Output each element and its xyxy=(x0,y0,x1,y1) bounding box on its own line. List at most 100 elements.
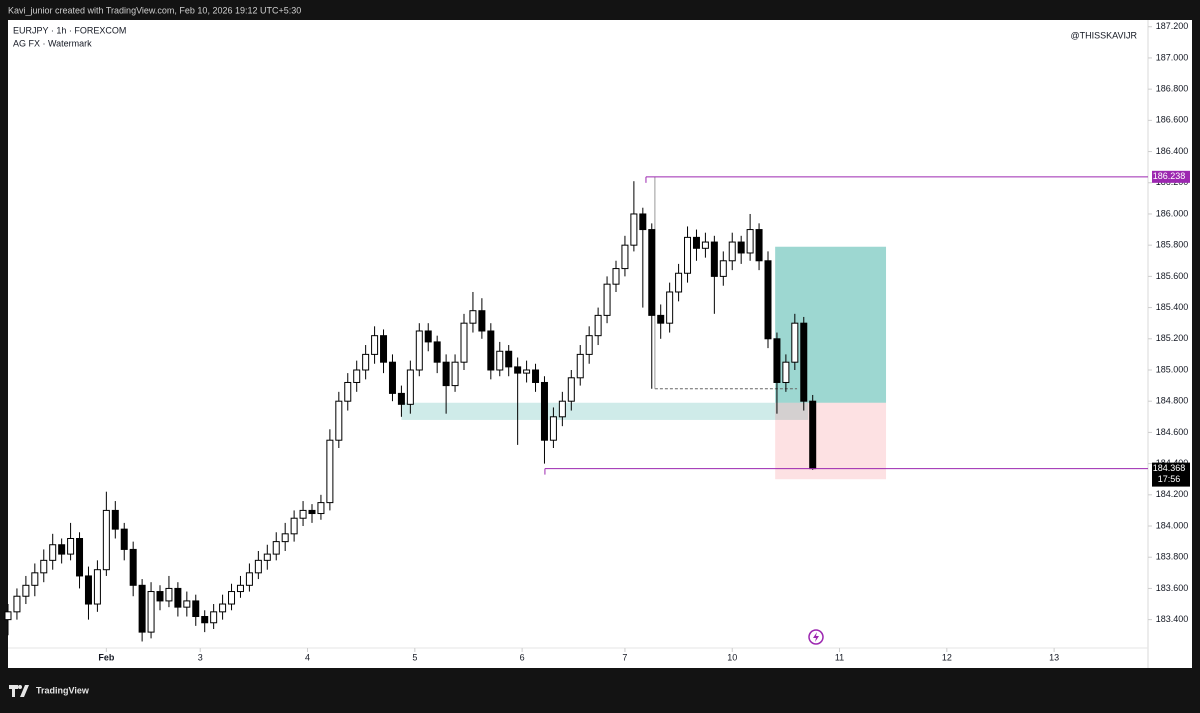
x-tick-label: 10 xyxy=(727,652,737,662)
candle-body xyxy=(362,353,370,371)
candle-body xyxy=(496,350,504,371)
y-tick-label: 185.200 xyxy=(1156,333,1189,343)
candle-body xyxy=(380,335,388,363)
x-tick-label: 12 xyxy=(942,652,952,662)
candle-body xyxy=(648,229,656,316)
candle-body xyxy=(424,330,432,343)
candle-body xyxy=(102,509,110,571)
candle-body xyxy=(67,537,75,555)
candle-body xyxy=(40,559,48,574)
y-tick-label: 183.600 xyxy=(1156,583,1189,593)
candle-body xyxy=(791,322,799,363)
x-tick-label: 3 xyxy=(198,652,203,662)
candle-body xyxy=(49,544,57,561)
price-label: 184.368 xyxy=(1153,463,1186,473)
alert-icon xyxy=(808,629,824,645)
candle-body xyxy=(523,369,531,374)
candle-body xyxy=(746,229,754,254)
y-tick-label: 183.400 xyxy=(1156,614,1189,624)
y-tick-label: 186.000 xyxy=(1156,208,1189,218)
candle-body xyxy=(692,236,700,249)
x-tick-label: 7 xyxy=(622,652,627,662)
x-tick-label: 6 xyxy=(520,652,525,662)
candle-body xyxy=(388,361,396,394)
chart-area xyxy=(8,20,1192,668)
candle-body xyxy=(371,335,379,355)
candle-body xyxy=(58,544,66,555)
watermark: @THISSKAVIJR xyxy=(1071,30,1138,40)
candle-body xyxy=(335,400,343,441)
y-tick-label: 184.600 xyxy=(1156,427,1189,437)
candle-body xyxy=(254,559,262,574)
candle-body xyxy=(603,283,611,316)
candle-body xyxy=(451,361,459,387)
candle-body xyxy=(809,400,817,470)
candle-body xyxy=(585,335,593,355)
candle-body xyxy=(782,361,790,383)
y-tick-label: 185.800 xyxy=(1156,240,1189,250)
candle-body xyxy=(228,591,236,605)
candle-body xyxy=(728,241,736,262)
y-tick-label: 186.800 xyxy=(1156,84,1189,94)
y-tick-label: 185.600 xyxy=(1156,271,1189,281)
candle-body xyxy=(567,377,575,402)
candle-body xyxy=(31,572,39,586)
candle-body xyxy=(487,330,495,371)
y-tick-label: 184.800 xyxy=(1156,396,1189,406)
candle-body xyxy=(129,548,137,586)
candle-body xyxy=(13,595,21,613)
candle-body xyxy=(317,502,325,515)
candle-body xyxy=(299,509,307,519)
candle-body xyxy=(263,553,271,561)
candle-body xyxy=(469,310,477,324)
x-tick-label: Feb xyxy=(98,652,115,662)
candle-body xyxy=(308,509,316,515)
candle-body xyxy=(433,341,441,363)
candle-body xyxy=(165,587,173,602)
y-tick-label: 184.000 xyxy=(1156,520,1189,530)
candle-body xyxy=(684,236,692,274)
candle-body xyxy=(737,241,745,254)
candle-body xyxy=(558,400,566,418)
candle-body xyxy=(701,241,709,249)
candle-body xyxy=(290,517,298,535)
y-tick-label: 184.200 xyxy=(1156,489,1189,499)
x-tick-label: 4 xyxy=(305,652,310,662)
zone xyxy=(401,402,809,420)
x-tick-label: 11 xyxy=(835,652,844,662)
candle-body xyxy=(773,338,781,383)
candle-body xyxy=(630,213,638,246)
candle-body xyxy=(415,330,423,371)
candle-body xyxy=(219,603,227,613)
zone xyxy=(775,402,887,480)
candle-body xyxy=(639,213,647,231)
candle-body xyxy=(210,611,218,624)
countdown: 17:56 xyxy=(1158,474,1181,484)
candle-body xyxy=(236,584,244,593)
candle-body xyxy=(800,322,808,402)
candle-body xyxy=(344,381,352,402)
candle-body xyxy=(76,537,84,577)
y-tick-label: 187.000 xyxy=(1156,52,1189,62)
candle-body xyxy=(138,584,146,633)
candle-body xyxy=(594,314,602,337)
price-label-box xyxy=(1152,462,1190,487)
price-label-box xyxy=(1152,170,1190,183)
candle-body xyxy=(22,584,30,597)
candle-body xyxy=(245,572,253,586)
x-tick-label: 13 xyxy=(1049,652,1059,662)
x-tick-label: 5 xyxy=(412,652,417,662)
candle-body xyxy=(666,291,674,324)
candle-body xyxy=(540,381,548,441)
candle-body xyxy=(4,611,12,621)
candle-body xyxy=(174,587,182,608)
candle-body xyxy=(675,272,683,293)
indicator-title: AG FX · Watermark xyxy=(13,38,92,48)
candle-body xyxy=(111,509,119,530)
y-tick-label: 185.000 xyxy=(1156,364,1189,374)
candle-body xyxy=(719,260,727,277)
candle-body xyxy=(397,392,405,405)
candle-body xyxy=(281,533,289,543)
candle-body xyxy=(326,439,334,504)
